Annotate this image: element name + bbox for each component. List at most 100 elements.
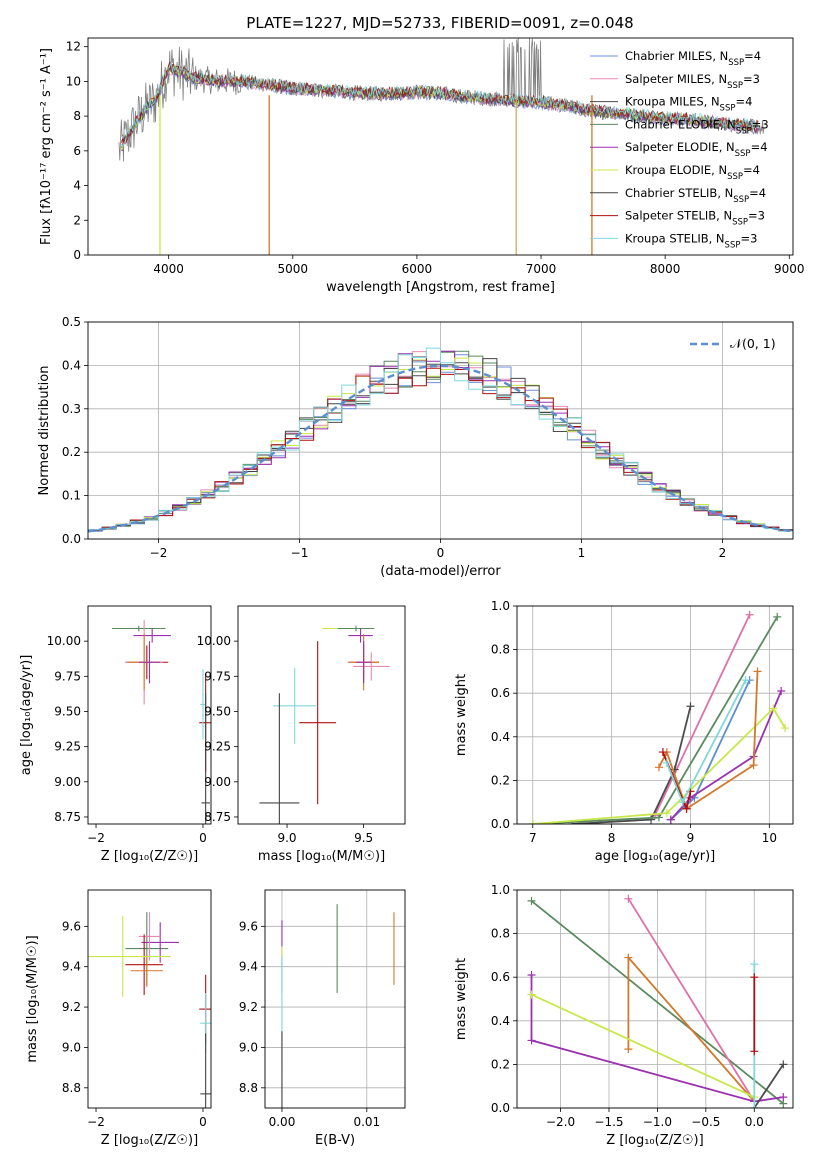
series-marker xyxy=(750,960,759,969)
x-tick-label: 0 xyxy=(437,546,445,560)
x-tick-label: 4000 xyxy=(153,262,184,276)
y-axis-label: mass weight xyxy=(454,958,469,1040)
y-tick-label: 0.6 xyxy=(491,686,510,700)
plot-frame xyxy=(87,37,794,256)
series-marker xyxy=(779,1093,788,1102)
plot-area xyxy=(88,912,211,1108)
y-axis-label: Normed distribution xyxy=(37,366,52,496)
plot-frame xyxy=(516,889,794,1109)
y-tick-label: 8.8 xyxy=(239,1081,258,1095)
y-tick-label: 0.4 xyxy=(62,358,81,372)
x-axis-label: (data-model)/error xyxy=(380,564,501,579)
x-tick-label: 9.5 xyxy=(354,831,373,845)
y-tick-label: 1.0 xyxy=(491,883,510,897)
legend-label: Salpeter STELIB, NSSP=3 xyxy=(625,209,765,228)
plot-area xyxy=(528,610,790,824)
y-tick-label: 10 xyxy=(66,74,81,88)
series-marker xyxy=(686,702,695,711)
model-spectrum xyxy=(121,61,759,147)
legend-label: Chabrier STELIB, NSSP=4 xyxy=(625,186,766,205)
x-tick-label: 0.00 xyxy=(269,1115,296,1129)
y-tick-label: 9.6 xyxy=(239,919,258,933)
plot-frame xyxy=(87,605,212,825)
x-tick-label: 8 xyxy=(608,831,616,845)
plot-frame xyxy=(264,889,406,1109)
series-marker xyxy=(662,809,671,818)
x-tick-label: −1.0 xyxy=(643,1115,672,1129)
y-tick-label: 0.0 xyxy=(62,532,81,546)
x-tick-label: 0.0 xyxy=(745,1115,764,1129)
y-tick-label: 8 xyxy=(73,109,81,123)
legend: 𝒩(0, 1) xyxy=(690,336,776,351)
series-marker xyxy=(777,687,786,696)
series-marker xyxy=(654,813,663,822)
series-marker xyxy=(654,763,663,772)
series-line xyxy=(531,993,755,1098)
y-axis-label: age [log₁₀(age/yr)] xyxy=(19,655,34,776)
y-tick-label: 0.6 xyxy=(491,970,510,984)
x-tick-label: −1.5 xyxy=(594,1115,623,1129)
x-axis-label: Z [log₁₀(Z/Z☉)] xyxy=(606,1133,703,1148)
x-tick-label: 0 xyxy=(199,831,207,845)
series-marker xyxy=(662,758,671,767)
y-tick-label: 9.50 xyxy=(204,704,231,718)
y-tick-label: 0.1 xyxy=(62,489,81,503)
x-tick-label: 7000 xyxy=(526,262,557,276)
y-tick-label: 0.0 xyxy=(491,817,510,831)
x-tick-label: 6000 xyxy=(402,262,433,276)
series-marker xyxy=(527,971,536,980)
x-tick-label: 0 xyxy=(199,1115,207,1129)
y-tick-label: 9.4 xyxy=(62,960,81,974)
plot-frame xyxy=(516,605,794,825)
x-tick-label: 9 xyxy=(687,831,695,845)
series-marker xyxy=(750,1047,759,1056)
x-axis-label: wavelength [Angstrom, rest frame] xyxy=(326,280,555,295)
series-line xyxy=(670,690,783,821)
series-marker xyxy=(647,815,656,824)
y-tick-label: 9.00 xyxy=(54,775,81,789)
x-tick-label: 7 xyxy=(529,831,537,845)
y-tick-label: 0.8 xyxy=(491,643,510,657)
x-axis-label: age [log₁₀(age/yr)] xyxy=(595,849,716,864)
y-tick-label: 9.4 xyxy=(239,960,258,974)
x-axis-label: E(B-V) xyxy=(315,1133,355,1148)
series-line xyxy=(753,1063,785,1108)
x-tick-label: 9000 xyxy=(774,262,805,276)
legend-label: Salpeter ELODIE, NSSP=4 xyxy=(625,140,768,159)
series-marker xyxy=(781,724,790,733)
y-tick-label: 9.50 xyxy=(54,704,81,718)
y-tick-label: 9.0 xyxy=(239,1040,258,1054)
y-tick-label: 9.2 xyxy=(239,1000,258,1014)
y-tick-label: 9.0 xyxy=(62,1040,81,1054)
y-tick-label: 8.8 xyxy=(62,1081,81,1095)
series-marker xyxy=(769,704,778,713)
y-tick-label: 0.2 xyxy=(491,1057,510,1071)
series-marker xyxy=(527,896,536,905)
y-tick-label: 2 xyxy=(73,213,81,227)
series-marker xyxy=(527,1036,536,1045)
series-marker xyxy=(750,1104,759,1108)
y-tick-label: 8.75 xyxy=(54,810,81,824)
series-line xyxy=(532,707,786,824)
x-axis-label: mass [log₁₀(M/M☉)] xyxy=(258,849,385,864)
spectrum-panel: 4000 5000 6000 7000 8000 9000 0 2 4 6 8 10 12 wavelen… xyxy=(39,37,805,295)
y-tick-label: 0.3 xyxy=(62,402,81,416)
x-tick-label: −2 xyxy=(87,1115,105,1129)
series-marker xyxy=(773,612,782,621)
y-tick-label: 4 xyxy=(73,179,81,193)
series-marker xyxy=(678,798,687,807)
series-marker xyxy=(779,1060,788,1069)
y-tick-label: 10.00 xyxy=(197,634,231,648)
y-tick-label: 9.6 xyxy=(62,919,81,933)
y-tick-label: 9.25 xyxy=(54,740,81,754)
series-line xyxy=(530,975,784,1103)
y-tick-label: 1.0 xyxy=(491,599,510,613)
series-marker xyxy=(624,953,633,962)
legend-label: Kroupa ELODIE, NSSP=4 xyxy=(625,163,760,182)
y-tick-label: 6 xyxy=(73,144,81,158)
y-tick-label: 9.2 xyxy=(62,1000,81,1014)
plot-frame xyxy=(87,321,794,540)
y-tick-label: 8.75 xyxy=(204,810,231,824)
series-marker xyxy=(528,820,537,824)
